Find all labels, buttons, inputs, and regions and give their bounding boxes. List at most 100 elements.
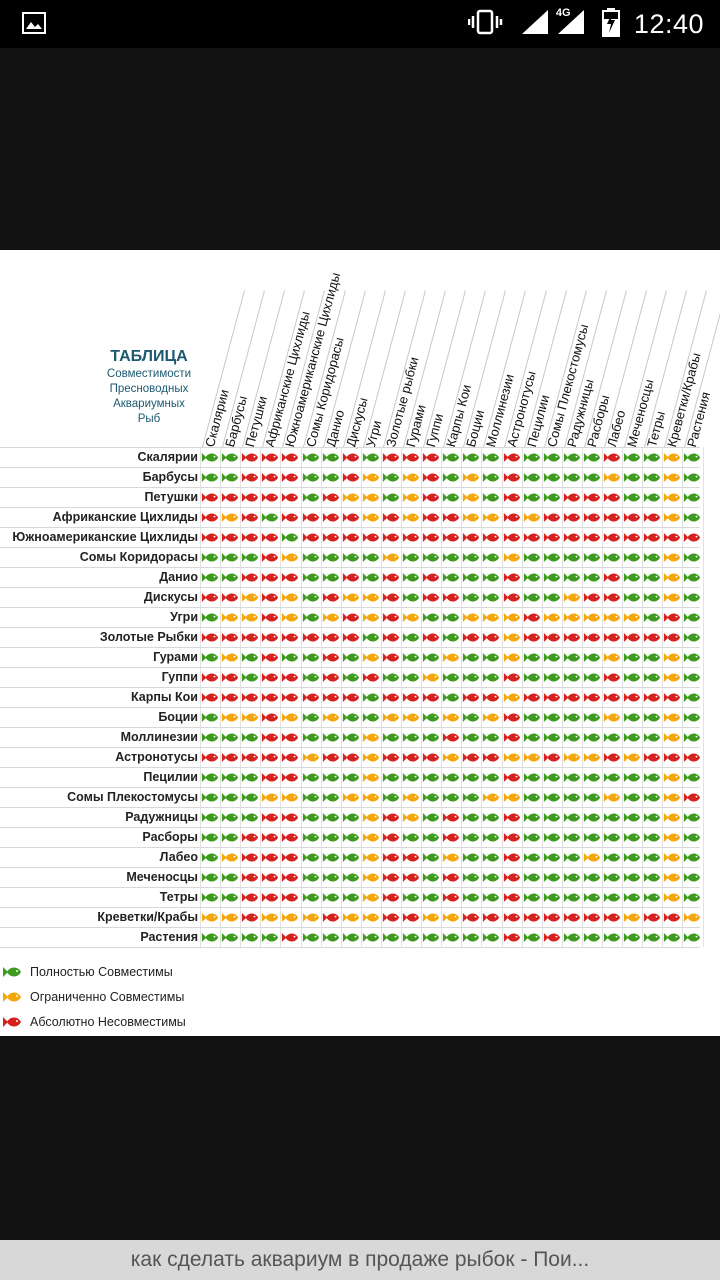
fish-icon-green [563,833,580,842]
fish-icon-red [262,893,279,902]
fish-icon-red [443,533,460,542]
fish-icon-green [684,593,701,602]
fish-icon-green [483,593,500,602]
legend-item-compatible: Полностью Совместимы [2,964,173,980]
fish-icon-orange [302,753,319,762]
fish-icon-green [221,933,239,942]
fish-icon-green [422,853,440,862]
fish-icon-red [262,753,279,762]
fish-icon-orange [664,773,681,782]
column-line [622,447,624,947]
fish-icon-green [523,453,540,462]
fish-icon-orange [302,913,319,922]
fish-icon-green [402,653,420,662]
fish-icon-red [242,893,259,902]
column-line [561,447,563,947]
fish-icon-red [503,513,520,522]
fish-icon-orange [422,913,440,922]
fish-icon-orange [402,793,420,802]
fish-icon-red [262,473,279,482]
fish-icon-green [201,853,219,862]
fish-icon-green [523,473,540,482]
fish-icon-green [543,833,560,842]
fish-icon-red [483,753,500,762]
fish-icon-green [684,833,701,842]
fish-icon-green [443,673,460,682]
fish-icon-green [201,773,219,782]
fish-icon-green [322,473,339,482]
fish-icon-green [563,553,580,562]
fish-icon-green [644,473,661,482]
fish-icon-red [282,813,299,822]
fish-icon-orange [664,853,681,862]
fish-icon-red [242,493,259,502]
fish-icon-red [483,913,500,922]
fish-icon-red [644,913,661,922]
row-line [0,747,700,748]
fish-icon-green [543,773,560,782]
fish-icon-orange [664,733,681,742]
fish-icon-red [523,693,540,702]
fish-icon-green [543,873,560,882]
fish-icon-red [342,613,359,622]
fish-icon-red [644,533,661,542]
fish-icon-red [342,753,359,762]
table-title: ТАБЛИЦА [110,348,188,365]
fish-icon-red [503,533,520,542]
fish-icon-green [563,733,580,742]
fish-icon-green [684,633,701,642]
fish-icon-red [342,693,359,702]
fish-icon-red [563,693,580,702]
fish-icon-red [282,873,299,882]
fish-icon-green [523,833,540,842]
fish-icon-green [563,873,580,882]
fish-icon-orange [583,613,600,622]
image-caption: как сделать аквариум в продаже рыбок - П… [130,1248,590,1271]
fish-icon-green [443,773,460,782]
fish-icon-green [644,653,661,662]
fish-icon-orange [362,913,379,922]
fish-icon-red [603,753,621,762]
row-line [0,587,700,588]
column-line [581,447,583,947]
fish-icon-orange [402,713,420,722]
fish-icon-green [483,553,500,562]
fish-icon-red [664,693,681,702]
fish-icon-red [603,513,621,522]
fish-icon-green [322,853,339,862]
fish-icon-red [443,833,460,842]
fish-icon-red [282,853,299,862]
image-caption-bar[interactable]: как сделать аквариум в продаже рыбок - П… [0,1240,720,1280]
column-line [682,447,684,947]
fish-icon-red [402,873,420,882]
row-label: Креветки/Крабы [97,910,198,924]
fish-icon-red [543,933,560,942]
fish-icon-red [3,1017,21,1027]
fish-icon-green [644,893,661,902]
fish-icon-green [543,593,560,602]
fish-icon-green [583,773,600,782]
fish-icon-red [402,693,420,702]
fish-icon-orange [282,553,299,562]
fish-icon-green [603,833,621,842]
fish-icon-red [262,593,279,602]
fish-icon-orange [664,553,681,562]
fish-icon-red [262,873,279,882]
fish-icon-orange [603,653,621,662]
fish-icon-green [483,453,500,462]
fish-icon-green [302,733,319,742]
column-line [200,447,201,947]
fish-icon-red [523,633,540,642]
fish-icon-green [644,713,661,722]
legend-label: Абсолютно Несовместимы [30,1015,186,1029]
fish-icon-orange [382,713,399,722]
fish-icon-green [583,833,600,842]
row-label: Угри [170,610,198,624]
fish-icon-red [221,593,239,602]
fish-icon-green [443,553,460,562]
fish-icon-green [483,853,500,862]
fish-icon-green [221,893,239,902]
fish-icon-red [322,673,339,682]
fish-icon-orange [443,753,460,762]
fish-icon-red [603,693,621,702]
